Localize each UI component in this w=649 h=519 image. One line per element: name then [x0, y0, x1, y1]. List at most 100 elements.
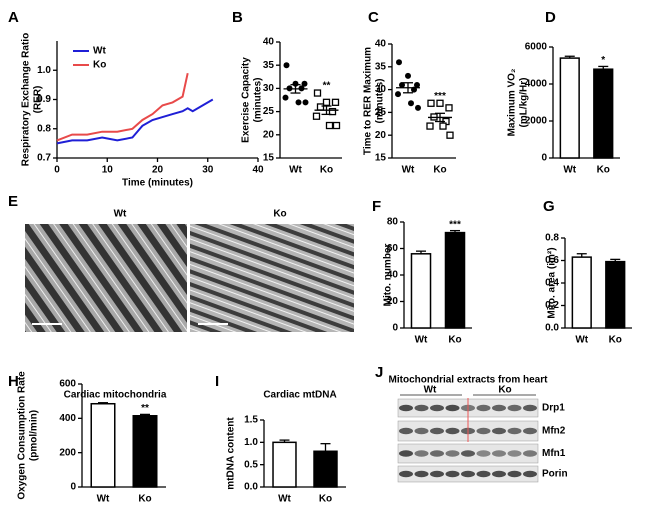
point: [302, 99, 309, 106]
band-label: Mfn1: [542, 448, 566, 459]
y-tick-label: 0.5: [244, 459, 258, 470]
y-tick-label: 0.2: [545, 300, 559, 311]
y-tick-label: 20: [387, 296, 399, 307]
x-tick-label: Ko: [319, 494, 332, 505]
blot-band: [507, 427, 522, 435]
blot-band: [414, 450, 429, 457]
blot-band: [507, 450, 522, 457]
band-label: Drp1: [542, 403, 565, 414]
blot-band: [476, 404, 491, 412]
panel-letter: C: [368, 9, 379, 26]
x-tick-label: Wt: [415, 335, 428, 346]
blot-band: [476, 427, 491, 435]
blot-band: [445, 404, 460, 412]
panel-j: J Mitochondrial extracts from heart Wt K…: [375, 364, 568, 483]
y-tick-label: 0.9: [37, 94, 51, 105]
blot-band: [476, 470, 491, 478]
blot-band: [523, 404, 537, 412]
y-axis-label: (minutes): [375, 79, 386, 124]
point: [408, 100, 414, 107]
y-tick-label: 25: [263, 106, 275, 117]
y-tick-label: 30: [375, 84, 387, 95]
y-axis-label: Maximum VO₂: [507, 69, 518, 137]
y-tick-label: 0.6: [545, 255, 559, 266]
significance: ***: [449, 219, 461, 230]
legend-label: Ko: [93, 60, 106, 71]
blot-band: [523, 450, 537, 457]
y-axis-label: (RER): [33, 86, 44, 114]
significance: ***: [434, 91, 446, 102]
y-tick-label: 0.0: [545, 323, 559, 334]
blot-band: [414, 470, 429, 478]
point: [283, 62, 290, 69]
panel: C Time to RER Maximum (minutes) 15 20 25 30 35 4…: [363, 9, 456, 176]
x-tick-label: 0: [54, 165, 60, 176]
y-tick-label: 35: [263, 60, 275, 71]
point: [396, 59, 402, 66]
x-tick-label: Wt: [402, 165, 415, 176]
blot-band: [461, 470, 475, 478]
chart-title: Cardiac mitochondria: [64, 390, 167, 401]
y-axis-label: Respiratory Exchange Ratio: [21, 33, 32, 166]
y-tick-label: 20: [263, 129, 275, 140]
y-tick-label: 4000: [525, 79, 548, 90]
blot-band: [492, 427, 506, 435]
blot-band: [492, 450, 506, 457]
point: [322, 98, 331, 106]
x-tick-label: Ko: [320, 165, 333, 176]
blot-band: [523, 470, 537, 478]
panel-letter: I: [215, 373, 219, 390]
x-tick-label: Ko: [597, 165, 610, 176]
bar: [559, 57, 580, 159]
y-tick-label: 1.0: [244, 437, 258, 448]
blot-band: [492, 470, 506, 478]
blot-band: [430, 450, 444, 457]
y-tick-label: 0.8: [545, 233, 559, 244]
chart-title: Cardiac mtDNA: [263, 390, 336, 401]
point: [295, 99, 302, 106]
blot-band: [399, 427, 413, 435]
x-tick-label: 10: [102, 165, 114, 176]
series-line: [56, 72, 189, 142]
blot-band: [414, 404, 429, 412]
panel-letter: A: [8, 9, 19, 26]
point: [414, 82, 420, 89]
x-tick-label: Ko: [609, 335, 622, 346]
bar: [593, 68, 614, 159]
blot-band: [476, 450, 491, 457]
blot-band: [430, 470, 444, 478]
point: [301, 80, 308, 87]
bar: [272, 441, 297, 488]
blot-title: Mitochondrial extracts from heart: [389, 375, 549, 386]
y-axis-label: (minutes): [253, 78, 264, 123]
y-axis-label: (pmol/min): [29, 410, 40, 461]
y-tick-label: 0.8: [37, 123, 51, 134]
x-tick-label: 40: [252, 165, 264, 176]
panel: I Cardiac mtDNA mtDNA content 0.0 0.5 1.0 1.5 W…: [215, 373, 346, 505]
point: [415, 104, 421, 111]
blot-band: [507, 404, 522, 412]
point: [395, 91, 401, 98]
panel: B Exercise Capacity (minutes) 15 20 25 30 35 40 W…: [232, 9, 342, 176]
significance: *: [601, 55, 605, 66]
y-axis-label: Oxygen Consumption Rate: [17, 371, 28, 500]
point: [445, 104, 453, 112]
point: [282, 94, 289, 101]
y-tick-label: 20: [375, 130, 387, 141]
y-tick-label: 2000: [525, 116, 548, 127]
y-tick-label: 0: [392, 323, 398, 334]
blot-band: [492, 404, 506, 412]
panel-letter: H: [8, 373, 19, 390]
y-tick-label: 600: [59, 379, 76, 390]
blot-band: [430, 427, 444, 435]
x-axis-label: Time (minutes): [122, 178, 193, 189]
y-tick-label: 80: [387, 217, 399, 228]
bar: [410, 253, 432, 329]
y-axis-label: Mito. area (im²): [547, 247, 558, 318]
blot-band: [461, 450, 475, 457]
x-tick-label: Ko: [448, 335, 461, 346]
y-tick-label: 1.0: [37, 65, 51, 76]
point: [332, 121, 341, 130]
